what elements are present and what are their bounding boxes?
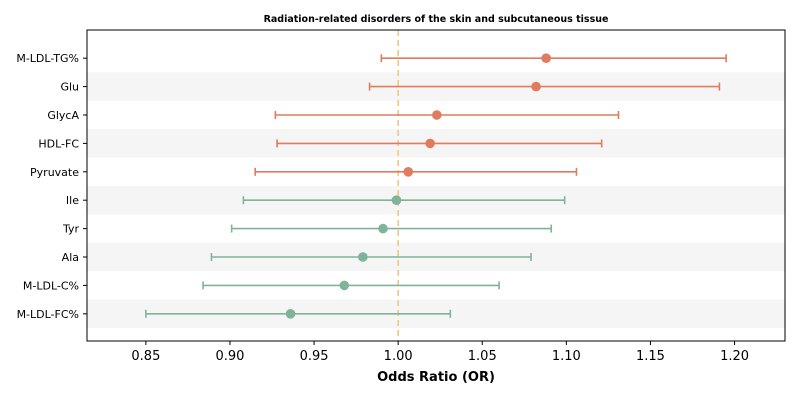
point-estimate bbox=[285, 309, 296, 319]
x-tick-label: 0.95 bbox=[300, 349, 329, 364]
estimate-row bbox=[276, 138, 603, 149]
y-tick-label: Ala bbox=[62, 251, 79, 264]
point-estimate bbox=[403, 167, 414, 177]
x-tick-label: 1.15 bbox=[636, 349, 665, 364]
chart-title: Radiation-related disorders of the skin … bbox=[264, 14, 609, 25]
estimate-row bbox=[254, 167, 578, 177]
y-tick-label: M-LDL-C% bbox=[23, 279, 79, 292]
x-axis-label: Odds Ratio (OR) bbox=[377, 370, 495, 385]
x-tick-label: 1.05 bbox=[468, 349, 497, 364]
estimate-row bbox=[210, 252, 532, 262]
estimate-row bbox=[380, 53, 727, 63]
x-tick-label: 0.85 bbox=[131, 349, 160, 364]
point-estimate bbox=[358, 252, 368, 262]
point-estimate bbox=[432, 110, 442, 120]
point-estimate bbox=[425, 138, 435, 149]
estimate-row bbox=[242, 195, 566, 205]
estimate-row bbox=[368, 81, 721, 92]
point-estimate bbox=[339, 280, 350, 291]
y-tick-label: Pyruvate bbox=[30, 166, 79, 179]
point-estimate bbox=[391, 195, 402, 205]
y-tick-label: Glu bbox=[60, 81, 79, 94]
estimate-row bbox=[274, 110, 620, 120]
estimate-row bbox=[202, 280, 500, 291]
y-tick-label: Ile bbox=[66, 194, 79, 207]
estimates bbox=[145, 53, 727, 319]
y-tick-label: Tyr bbox=[62, 223, 80, 236]
y-axis-labels: M-LDL-TG% Glu GlycA HDL-FC Pyruvate Ile Tyr Ala… bbox=[16, 52, 87, 321]
x-tick-label: 1.10 bbox=[552, 349, 581, 364]
estimate-row bbox=[145, 309, 452, 319]
estimate-row bbox=[230, 223, 553, 234]
x-axis: 0.85 0.90 0.95 1.00 1.05 1.10 1.15 1.20 bbox=[131, 341, 749, 364]
x-tick-label: 0.90 bbox=[215, 349, 244, 364]
y-tick-label: GlycA bbox=[47, 109, 79, 122]
x-tick-label: 1.20 bbox=[720, 349, 749, 364]
point-estimate bbox=[531, 81, 541, 92]
y-tick-label: M-LDL-FC% bbox=[17, 308, 79, 321]
point-estimate bbox=[541, 53, 551, 63]
x-tick-label: 1.00 bbox=[384, 349, 413, 364]
point-estimate bbox=[378, 223, 388, 234]
y-tick-label: M-LDL-TG% bbox=[16, 52, 79, 65]
y-tick-label: HDL-FC bbox=[38, 137, 79, 150]
plot-frame bbox=[86, 29, 786, 342]
